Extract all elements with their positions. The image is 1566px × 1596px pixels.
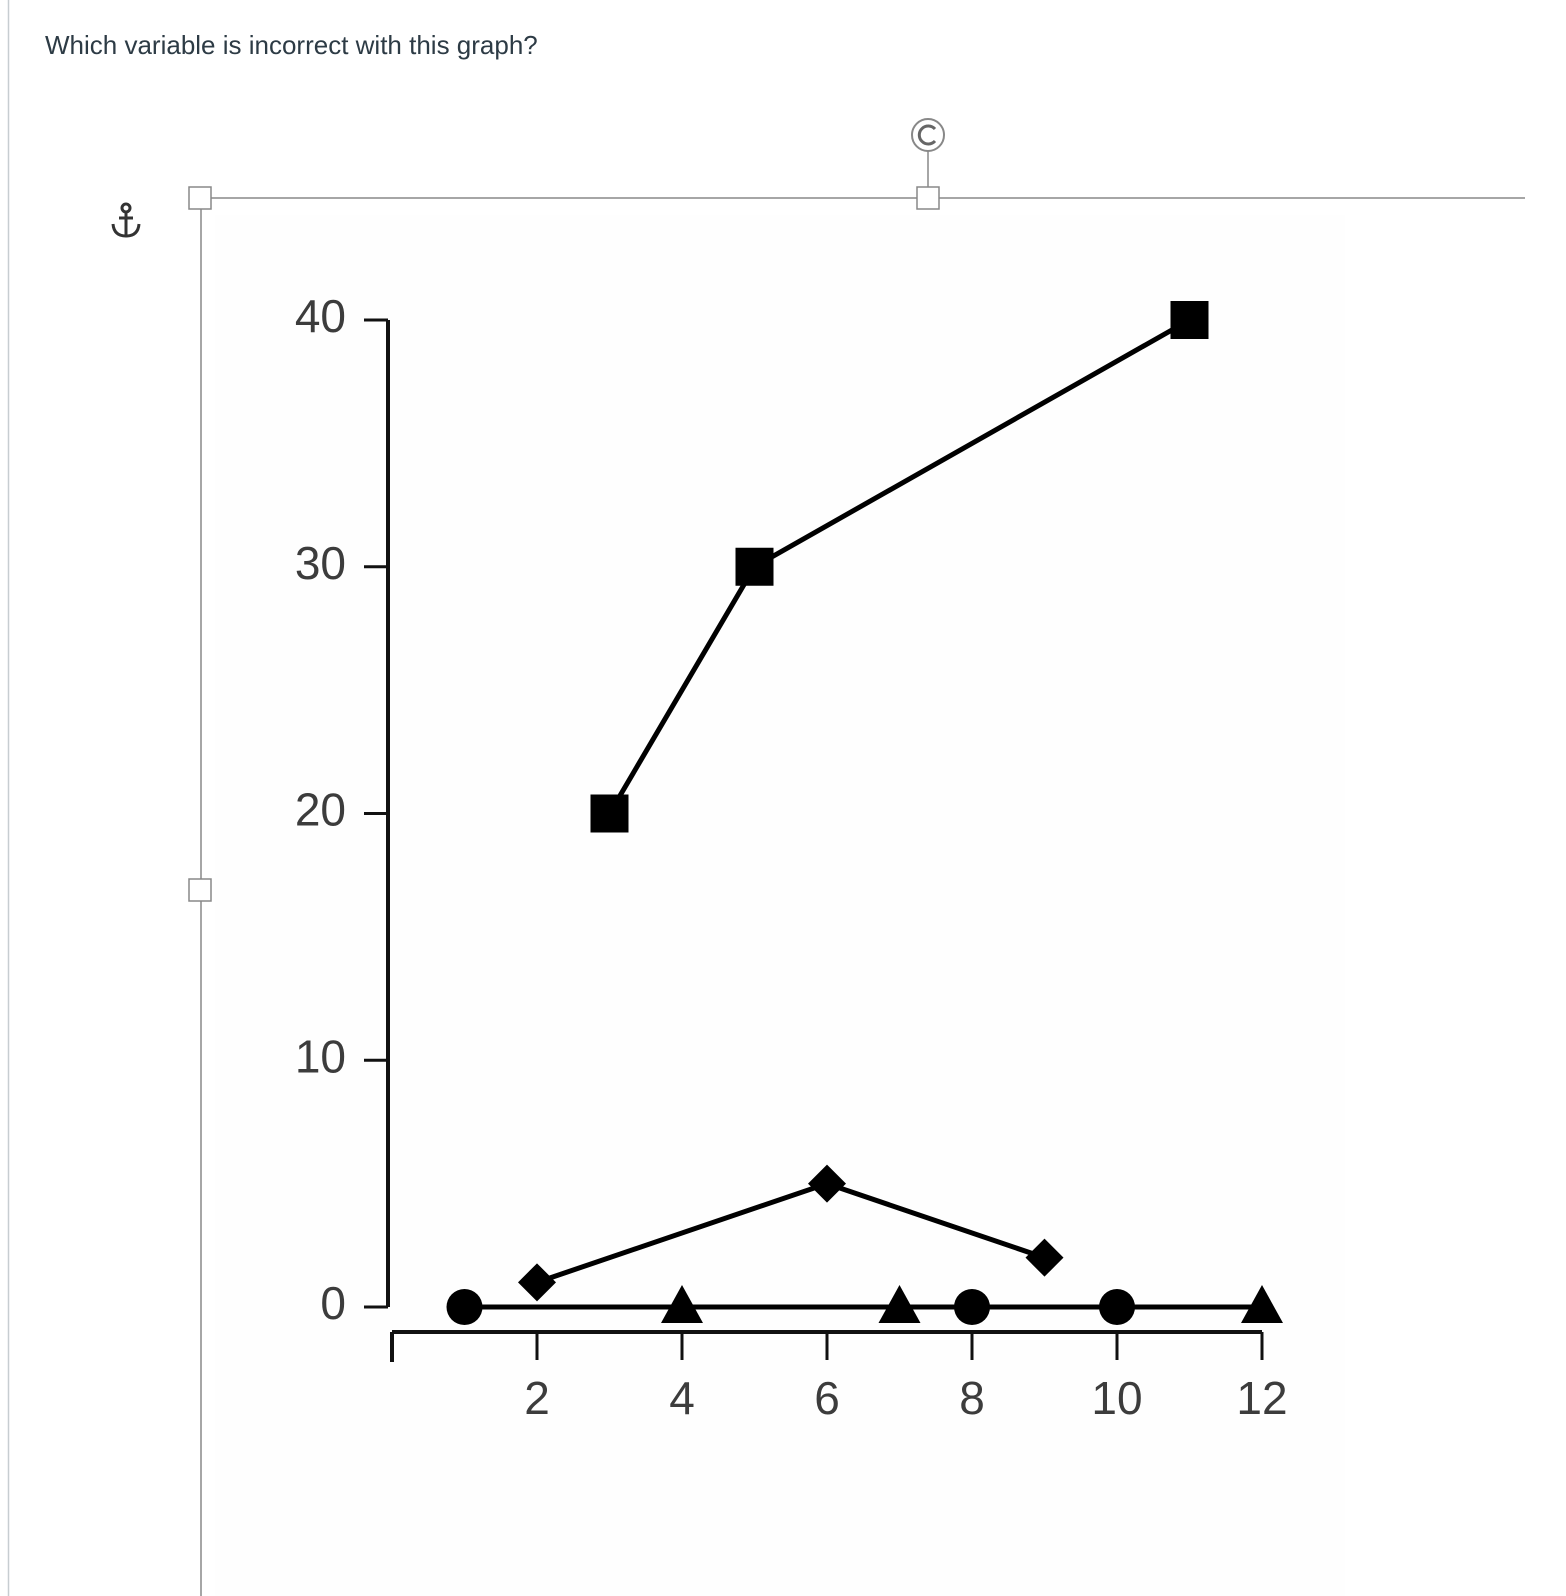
marker-triangle (1241, 1285, 1283, 1323)
resize-handle[interactable] (188, 878, 212, 902)
x-tick-label: 6 (814, 1372, 840, 1424)
marker-triangle (661, 1285, 703, 1323)
y-tick-label: 40 (295, 290, 346, 342)
anchor-icon (111, 202, 141, 238)
marker-circle (446, 1289, 483, 1325)
x-tick-label: 12 (1236, 1372, 1287, 1424)
resize-handle[interactable] (916, 186, 940, 210)
plot: 0 10 20 30 40 2 4 6 8 10 12 (295, 290, 1288, 1424)
y-tick-label: 0 (320, 1277, 346, 1329)
marker-diamond (518, 1263, 556, 1302)
marker-triangle (878, 1285, 921, 1323)
resize-handle[interactable] (188, 186, 212, 210)
x-tick-label: 2 (524, 1372, 550, 1424)
chart-image (215, 215, 1345, 1596)
marker-square (590, 794, 629, 833)
x-tick-label: 10 (1091, 1372, 1142, 1424)
y-tick-label: 30 (295, 537, 346, 589)
x-tick-label: 4 (669, 1372, 695, 1424)
question-text: Which variable is incorrect with this gr… (45, 30, 538, 60)
marker-square (735, 547, 774, 586)
y-tick-label: 10 (295, 1030, 346, 1082)
rotate-handle[interactable] (911, 118, 945, 152)
x-tick-label: 8 (959, 1372, 985, 1424)
y-tick-label: 20 (295, 784, 346, 836)
rotate-icon (917, 124, 937, 146)
marker-diamond (808, 1164, 846, 1203)
marker-square (1170, 301, 1209, 339)
marker-diamond (1025, 1238, 1064, 1277)
